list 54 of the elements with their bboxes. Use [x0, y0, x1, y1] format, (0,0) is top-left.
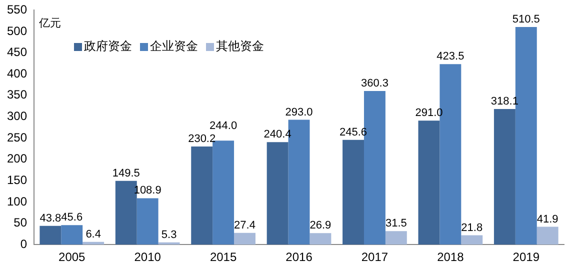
y-tick-label: 450	[6, 45, 28, 60]
bar	[536, 226, 558, 245]
data-label: 149.5	[112, 167, 140, 180]
y-tick-label: 100	[6, 194, 28, 208]
data-label: 360.3	[360, 78, 388, 90]
y-tick-label: 300	[6, 109, 28, 124]
bar	[40, 226, 62, 245]
y-tick-label: 150	[6, 172, 28, 187]
x-tick-label: 2016	[286, 250, 313, 264]
y-tick-label: 550	[6, 2, 28, 17]
y-tick-label: 200	[6, 152, 28, 166]
bar	[82, 242, 104, 245]
bar	[342, 140, 364, 245]
bar	[494, 109, 516, 245]
legend-label: 政府资金	[84, 38, 132, 56]
bar	[310, 233, 332, 245]
data-label: 510.5	[512, 14, 540, 26]
bar	[418, 120, 440, 245]
y-tick-label: 500	[6, 24, 28, 38]
y-tick-label: 0	[20, 236, 28, 251]
data-label: 43.8	[40, 212, 62, 224]
bar	[61, 225, 83, 245]
data-label: 5.3	[161, 228, 177, 241]
x-tick-label: 2015	[210, 250, 237, 264]
bar	[212, 140, 234, 245]
data-label: 27.4	[234, 219, 256, 232]
data-label: 244.0	[210, 120, 238, 132]
x-tick-label: 2005	[58, 250, 86, 264]
data-label: 45.6	[61, 212, 83, 224]
x-tick-label: 2018	[437, 250, 464, 264]
bar	[136, 198, 158, 245]
data-label: 230.2	[188, 133, 216, 146]
legend-label: 其他资金	[216, 38, 264, 56]
data-label: 41.9	[536, 213, 558, 226]
x-tick-label: 2010	[134, 250, 162, 264]
legend-label: 企业资金	[150, 38, 198, 56]
x-tick-label: 2019	[512, 250, 540, 264]
data-label: 26.9	[310, 220, 332, 232]
bar	[191, 146, 213, 245]
bar	[234, 232, 256, 245]
data-label: 293.0	[285, 106, 313, 118]
bar	[266, 142, 288, 245]
y-axis-title: 亿元	[38, 18, 62, 30]
data-label: 423.5	[436, 50, 464, 63]
y-tick-label: 350	[6, 88, 28, 102]
data-label: 6.4	[86, 228, 101, 240]
x-tick-label: 2017	[361, 250, 388, 264]
bar	[385, 231, 407, 245]
data-label: 31.5	[385, 218, 407, 230]
bar	[461, 235, 483, 245]
y-tick-label: 400	[6, 66, 28, 80]
data-label: 21.8	[461, 222, 483, 234]
y-tick-label: 50	[14, 216, 28, 230]
y-tick-label: 250	[6, 130, 28, 144]
